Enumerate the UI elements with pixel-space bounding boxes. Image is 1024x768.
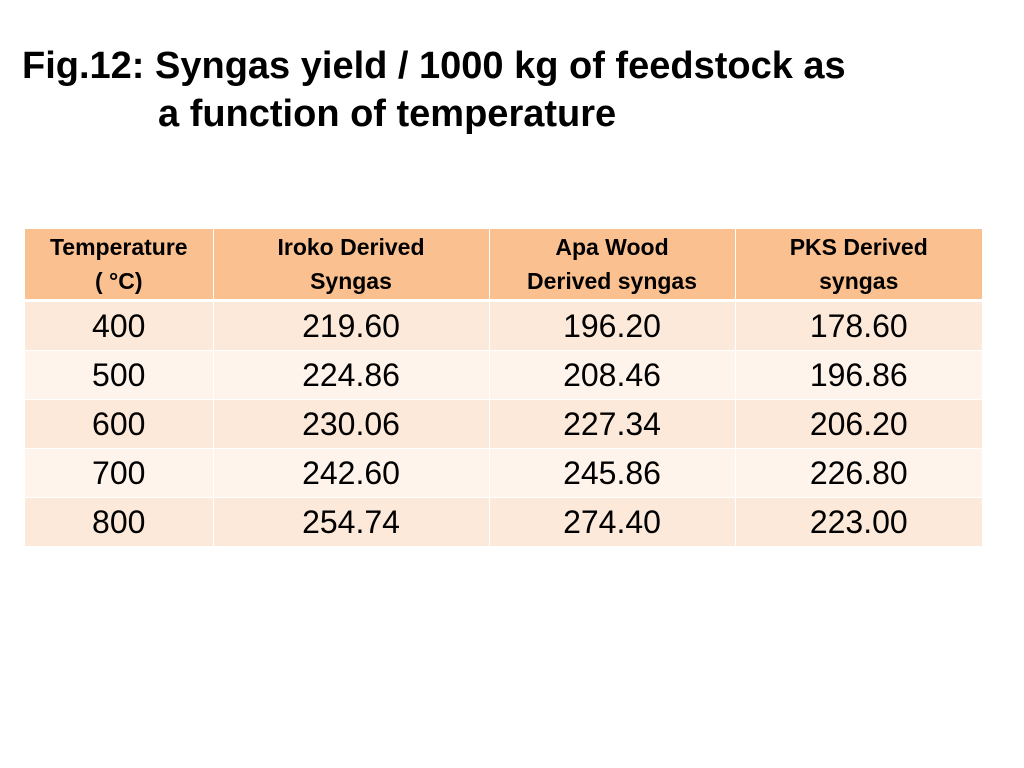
table-cell: 230.06: [213, 399, 490, 449]
table-header-row: Temperature ( °C) Iroko Derived Syngas A…: [25, 229, 982, 302]
table-cell: 500: [25, 350, 214, 400]
table-cell: 254.74: [213, 497, 490, 547]
header-text: Apa Wood: [555, 234, 669, 260]
table-cell: 178.60: [735, 300, 982, 351]
table-row: 600 230.06 227.34 206.20: [25, 399, 982, 449]
slide-title-line-2: a function of temperature: [158, 93, 617, 135]
table-cell: 206.20: [735, 399, 982, 449]
header-text: Temperature: [49, 234, 188, 260]
table-row: 800 254.74 274.40 223.00: [25, 497, 982, 547]
table-cell: 700: [25, 448, 214, 498]
table-cell: 245.86: [489, 448, 736, 498]
table-cell: 224.86: [213, 350, 490, 400]
table-row: 700 242.60 245.86 226.80: [25, 448, 982, 498]
table-cell: 196.20: [489, 300, 736, 351]
syngas-yield-table-container: Temperature ( °C) Iroko Derived Syngas A…: [25, 229, 982, 547]
table-cell: 242.60: [213, 448, 490, 498]
header-iroko-syngas: Iroko Derived Syngas: [213, 229, 490, 302]
header-temperature: Temperature ( °C): [25, 229, 214, 302]
slide-title: Fig.12: Syngas yield / 1000 kg of feedst…: [0, 42, 1024, 138]
table-cell: 208.46: [489, 350, 736, 400]
table-cell: 227.34: [489, 399, 736, 449]
table-row: 400 219.60 196.20 178.60: [25, 300, 982, 351]
header-apa-wood-syngas: Apa Wood Derived syngas: [489, 229, 736, 302]
table-cell: 226.80: [735, 448, 982, 498]
slide-title-line-1: Fig.12: Syngas yield / 1000 kg of feedst…: [22, 45, 846, 87]
table-row: 500 224.86 208.46 196.86: [25, 350, 982, 400]
header-text: Derived syngas: [526, 268, 698, 294]
header-text: PKS Derived: [789, 234, 928, 260]
header-text: Iroko Derived: [277, 234, 425, 260]
header-text: Syngas: [310, 268, 392, 294]
table-cell: 274.40: [489, 497, 736, 547]
header-text: ( °C): [94, 268, 143, 294]
table-cell: 600: [25, 399, 214, 449]
table-cell: 196.86: [735, 350, 982, 400]
table-cell: 223.00: [735, 497, 982, 547]
header-pks-syngas: PKS Derived syngas: [735, 229, 982, 302]
table-cell: 800: [25, 497, 214, 547]
header-text: syngas: [819, 268, 899, 294]
table-cell: 400: [25, 300, 214, 351]
table-cell: 219.60: [213, 300, 490, 351]
syngas-yield-table: Temperature ( °C) Iroko Derived Syngas A…: [25, 229, 982, 547]
